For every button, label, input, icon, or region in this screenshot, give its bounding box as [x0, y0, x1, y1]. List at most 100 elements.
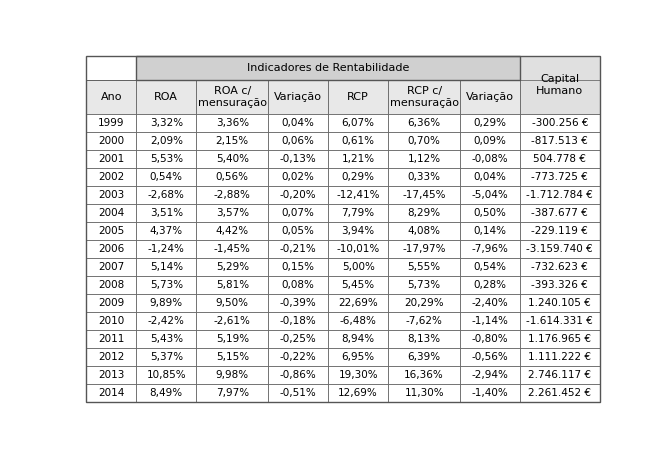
Bar: [136, 294, 196, 312]
Text: -7,96%: -7,96%: [472, 244, 508, 254]
Text: 7,97%: 7,97%: [215, 388, 249, 398]
Bar: [196, 240, 268, 258]
Text: 0,15%: 0,15%: [282, 262, 314, 272]
Bar: [196, 258, 268, 276]
Text: -0,22%: -0,22%: [280, 352, 316, 362]
Bar: [520, 348, 599, 366]
Text: 16,36%: 16,36%: [404, 370, 444, 380]
Bar: [86, 384, 136, 402]
Bar: [388, 348, 460, 366]
Text: -12,41%: -12,41%: [337, 190, 380, 200]
Bar: [460, 276, 520, 294]
Bar: [196, 384, 268, 402]
Text: -6,48%: -6,48%: [340, 316, 377, 326]
Text: 6,07%: 6,07%: [342, 118, 375, 128]
Text: 0,07%: 0,07%: [282, 208, 314, 218]
Bar: [136, 186, 196, 204]
Bar: [520, 384, 599, 402]
Text: Variação: Variação: [274, 92, 322, 102]
Text: 6,95%: 6,95%: [342, 352, 375, 362]
Bar: [460, 330, 520, 348]
Bar: [136, 56, 520, 80]
Text: 5,14%: 5,14%: [150, 262, 183, 272]
Text: 19,30%: 19,30%: [339, 370, 378, 380]
Bar: [520, 132, 599, 150]
Text: 2010: 2010: [98, 316, 124, 326]
Text: -300.256 €: -300.256 €: [532, 118, 588, 128]
Bar: [460, 204, 520, 222]
Bar: [86, 330, 136, 348]
Bar: [86, 312, 136, 330]
Text: 0,28%: 0,28%: [474, 280, 506, 290]
Text: -0,18%: -0,18%: [280, 316, 316, 326]
Bar: [268, 186, 328, 204]
Text: 0,29%: 0,29%: [474, 118, 506, 128]
Text: 0,05%: 0,05%: [282, 226, 314, 236]
Text: 2002: 2002: [98, 172, 124, 182]
Bar: [388, 294, 460, 312]
Text: 5,00%: 5,00%: [342, 262, 375, 272]
Text: 8,29%: 8,29%: [407, 208, 441, 218]
Bar: [136, 312, 196, 330]
Bar: [86, 294, 136, 312]
Text: -1,45%: -1,45%: [214, 244, 251, 254]
Text: 2008: 2008: [98, 280, 124, 290]
Bar: [86, 132, 136, 150]
Bar: [460, 186, 520, 204]
Bar: [136, 150, 196, 168]
Text: ROA: ROA: [155, 92, 178, 102]
Bar: [196, 366, 268, 384]
Text: 0,02%: 0,02%: [282, 172, 314, 182]
Text: 7,79%: 7,79%: [342, 208, 375, 218]
Bar: [328, 294, 388, 312]
Text: 3,57%: 3,57%: [215, 208, 249, 218]
Bar: [328, 258, 388, 276]
Bar: [86, 56, 136, 80]
Text: 0,14%: 0,14%: [474, 226, 506, 236]
Bar: [460, 240, 520, 258]
Text: -2,88%: -2,88%: [214, 190, 251, 200]
Bar: [196, 204, 268, 222]
Text: 2009: 2009: [98, 298, 124, 308]
Text: 0,29%: 0,29%: [342, 172, 375, 182]
Text: -3.159.740 €: -3.159.740 €: [527, 244, 593, 254]
Bar: [460, 150, 520, 168]
Text: 4,37%: 4,37%: [150, 226, 183, 236]
Bar: [268, 384, 328, 402]
Bar: [388, 312, 460, 330]
Bar: [328, 168, 388, 186]
Text: -2,94%: -2,94%: [472, 370, 508, 380]
Text: -2,42%: -2,42%: [148, 316, 185, 326]
Text: 0,54%: 0,54%: [150, 172, 183, 182]
Bar: [520, 204, 599, 222]
Bar: [328, 312, 388, 330]
Bar: [328, 348, 388, 366]
Text: 22,69%: 22,69%: [339, 298, 378, 308]
Bar: [520, 240, 599, 258]
Bar: [268, 294, 328, 312]
Bar: [268, 150, 328, 168]
Text: 1.176.965 €: 1.176.965 €: [529, 334, 591, 344]
Text: 9,98%: 9,98%: [215, 370, 249, 380]
Bar: [136, 330, 196, 348]
Text: -0,20%: -0,20%: [280, 190, 316, 200]
Text: 2004: 2004: [98, 208, 124, 218]
Bar: [460, 366, 520, 384]
Bar: [460, 312, 520, 330]
Text: 0,04%: 0,04%: [474, 172, 506, 182]
Text: 2001: 2001: [98, 154, 124, 164]
Text: -0,39%: -0,39%: [280, 298, 316, 308]
Bar: [86, 366, 136, 384]
Text: 2012: 2012: [98, 352, 124, 362]
Bar: [460, 294, 520, 312]
Text: 2005: 2005: [98, 226, 124, 236]
Text: 3,36%: 3,36%: [215, 118, 249, 128]
Text: 1.240.105 €: 1.240.105 €: [529, 298, 591, 308]
Bar: [460, 132, 520, 150]
Text: -393.326 €: -393.326 €: [531, 280, 588, 290]
Text: -1,24%: -1,24%: [148, 244, 185, 254]
Text: 0,56%: 0,56%: [216, 172, 249, 182]
Bar: [86, 186, 136, 204]
Text: -0,13%: -0,13%: [280, 154, 316, 164]
Text: -7,62%: -7,62%: [405, 316, 443, 326]
